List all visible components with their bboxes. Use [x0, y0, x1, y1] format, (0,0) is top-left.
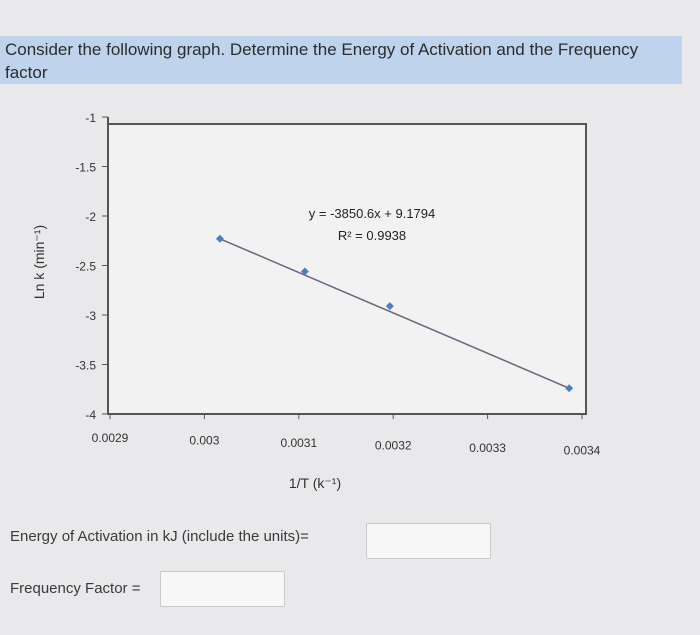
y-tick-label: -3.5 — [75, 359, 96, 373]
frequency-factor-label: Frequency Factor = — [10, 580, 141, 597]
arrhenius-chart: -1 -1.5 -2 -2.5 -3 -3.5 -4 0.0029 0.003 0.0031 0.0… — [31, 111, 601, 491]
activation-energy-label: Energy of Activation in kJ (include the … — [10, 528, 309, 545]
x-tick-label: 0.0031 — [280, 436, 317, 450]
x-tick-label: 0.0033 — [469, 441, 506, 455]
x-tick-label: 0.0034 — [564, 444, 601, 458]
trendline-equation: y = -3850.6x + 9.1794 — [309, 206, 435, 221]
question-highlight — [0, 36, 682, 84]
data-point — [565, 384, 574, 393]
data-point — [300, 267, 309, 276]
x-tick-label: 0.0029 — [92, 431, 129, 445]
y-tick-label: -1.5 — [75, 161, 96, 175]
y-tick-label: -2.5 — [75, 260, 96, 274]
y-tick-label: -4 — [85, 408, 96, 422]
y-tick-label: -1 — [85, 111, 96, 125]
x-axis-title: 1/T (k⁻¹) — [289, 475, 341, 491]
data-point — [215, 234, 224, 243]
y-axis-title: Ln k (min⁻¹) — [31, 225, 47, 299]
y-tick-label: -2 — [85, 210, 96, 224]
y-tick-label: -3 — [85, 309, 96, 323]
frequency-factor-input[interactable] — [160, 571, 285, 607]
trendline — [219, 238, 570, 389]
activation-energy-input[interactable] — [366, 523, 491, 559]
plot-frame — [107, 123, 587, 415]
data-point — [385, 302, 394, 311]
trendline-r-squared: R² = 0.9938 — [338, 228, 406, 243]
x-tick-label: 0.0032 — [375, 439, 412, 453]
x-tick-label: 0.003 — [189, 434, 219, 448]
question-text: Consider the following graph. Determine … — [5, 40, 639, 82]
